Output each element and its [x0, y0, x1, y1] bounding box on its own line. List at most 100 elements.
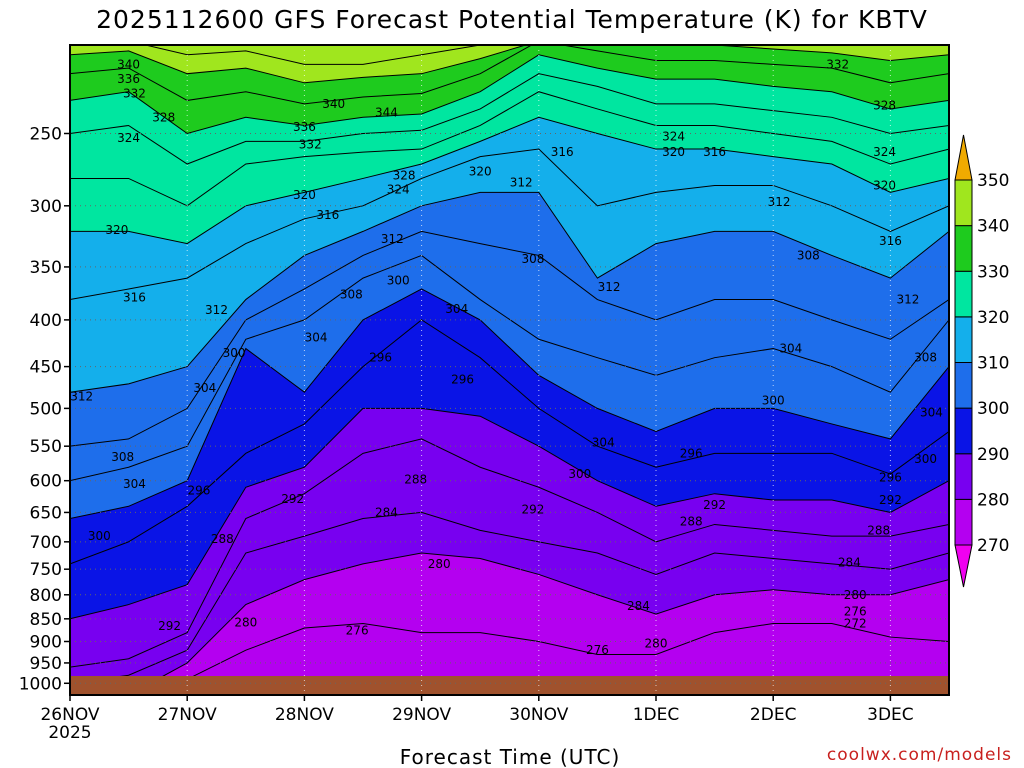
- contour-label: 324: [873, 145, 896, 159]
- x-tick-label: 1DEC: [633, 705, 680, 725]
- contour-label: 324: [117, 131, 140, 145]
- contour-label: 288: [680, 514, 703, 528]
- theta-contours: [70, 45, 949, 695]
- contour-label: 284: [838, 555, 861, 569]
- credit-text: coolwx.com/models: [827, 745, 1012, 765]
- contour-label: 316: [703, 145, 726, 159]
- contour-label: 336: [117, 72, 140, 86]
- contour-label: 280: [844, 588, 867, 602]
- theta-band: [70, 408, 949, 668]
- contour-label: 316: [879, 234, 902, 248]
- theta-band: [70, 149, 949, 393]
- contour-label: 280: [645, 637, 668, 651]
- contour-label: 332: [123, 86, 146, 100]
- contour-label: 300: [914, 452, 937, 466]
- contour-label: 312: [510, 176, 533, 190]
- contour-label: 312: [381, 232, 404, 246]
- contour-308: [70, 230, 949, 447]
- colorbar-label: 270: [977, 536, 1009, 556]
- contour-label: 300: [568, 467, 591, 481]
- theta-band: [70, 54, 949, 165]
- theta-band: [70, 255, 949, 519]
- theta-band: [70, 45, 949, 83]
- y-axis-ticks: 2503003504004505005506006507007508008509…: [19, 124, 70, 694]
- contour-label: 296: [369, 351, 392, 365]
- colorbar-segment: [954, 453, 973, 500]
- contour-296: [70, 319, 949, 565]
- contour-label: 288: [404, 472, 427, 486]
- theta-band: [70, 319, 949, 619]
- y-tick-label: 250: [30, 124, 62, 144]
- contour-label: 304: [193, 381, 216, 395]
- colorbar-segment: [954, 407, 973, 455]
- contour-label: 312: [70, 389, 93, 403]
- contour-label: 312: [598, 280, 621, 294]
- theta-band: [70, 73, 949, 206]
- contour-label: 296: [187, 483, 210, 497]
- colorbar-label: 300: [977, 399, 1009, 419]
- contour-300: [70, 288, 949, 519]
- colorbar-segment: [954, 498, 973, 546]
- contour-label: 312: [768, 195, 791, 209]
- y-tick-label: 500: [30, 399, 62, 419]
- theta-band: [70, 91, 949, 244]
- contour-label: 280: [234, 616, 257, 630]
- contour-label: 300: [762, 393, 785, 407]
- colorbar-segment: [954, 316, 973, 363]
- x-tick-label: 2DEC: [750, 705, 797, 725]
- contour-label: 272: [844, 616, 867, 630]
- contour-label: 336: [293, 120, 316, 134]
- contour-label: 292: [158, 619, 181, 633]
- contour-316: [70, 148, 949, 301]
- contour-320: [70, 116, 949, 245]
- contour-label: 276: [844, 604, 867, 618]
- colorbar-label: 320: [977, 308, 1009, 328]
- x-tick-label: 27NOV: [158, 705, 217, 725]
- contour-324: [70, 91, 949, 207]
- colorbar-segment: [954, 362, 973, 409]
- contour-label: 308: [521, 252, 544, 266]
- contour-label: 304: [920, 405, 943, 419]
- y-tick-label: 600: [30, 472, 62, 492]
- contour-label: 304: [445, 302, 468, 316]
- contour-336: [70, 45, 949, 105]
- y-tick-label: 800: [30, 586, 62, 606]
- plot-frame: [69, 44, 950, 696]
- contour-label: 324: [662, 130, 685, 144]
- theta-band: [70, 45, 949, 65]
- y-tick-label: 950: [30, 654, 62, 674]
- contour-280: [70, 552, 949, 695]
- contour-344: [143, 45, 898, 65]
- contour-label: 292: [703, 498, 726, 512]
- theta-band: [70, 231, 949, 481]
- contour-label: 320: [873, 178, 896, 192]
- contour-label: 340: [322, 97, 345, 111]
- contour-label: 316: [551, 145, 574, 159]
- x-tick-label: 26NOV: [40, 705, 99, 725]
- contour-288: [70, 438, 949, 668]
- contour-label: 308: [797, 248, 820, 262]
- contour-label: 288: [211, 532, 234, 546]
- contour-label: 312: [897, 293, 920, 307]
- x-tick-label: 30NOV: [509, 705, 568, 725]
- contour-label: 284: [627, 599, 650, 613]
- contour-332: [70, 54, 949, 135]
- contour-label: 300: [223, 346, 246, 360]
- contour-label: 316: [123, 290, 146, 304]
- colorbar-label: 350: [977, 171, 1009, 191]
- plot-grid: [70, 45, 949, 695]
- contour-label: 332: [299, 137, 322, 151]
- contour-label: 296: [879, 470, 902, 484]
- contour-label: 288: [867, 523, 890, 537]
- chart-title: 2025112600 GFS Forecast Potential Temper…: [96, 5, 928, 34]
- contour-label: 320: [293, 188, 316, 202]
- colorbar-label: 330: [977, 262, 1009, 282]
- contour-label: 316: [316, 208, 339, 222]
- contour-label: 300: [88, 529, 111, 543]
- x-tick-label: 28NOV: [275, 705, 334, 725]
- y-tick-label: 350: [30, 258, 62, 278]
- colorbar: 270 280 290 300 310 320 330 340 350: [954, 134, 1009, 588]
- colorbar-segment: [954, 225, 973, 272]
- theta-band: [70, 512, 949, 695]
- theta-band: [70, 45, 949, 134]
